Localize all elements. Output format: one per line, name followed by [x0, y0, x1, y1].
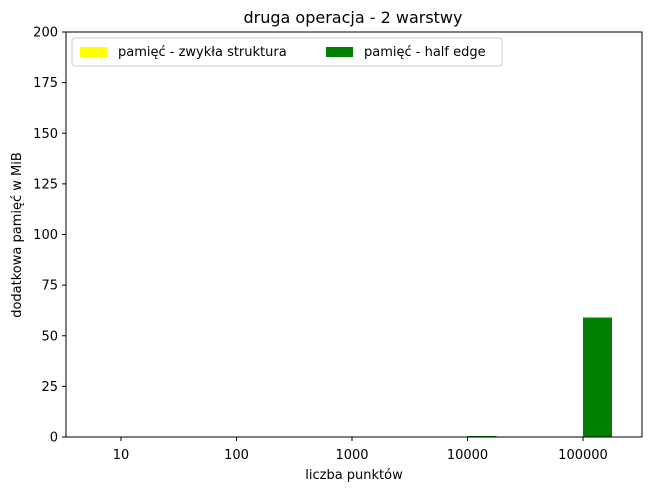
- x-tick-label: 100000: [558, 448, 608, 463]
- legend-box: [71, 37, 503, 67]
- x-tick-label: 1000: [335, 448, 368, 463]
- legend-swatch: [326, 47, 353, 57]
- y-axis: 0 25 50 75 100 125 150 175 200: [33, 26, 66, 446]
- y-tick-label: 125: [33, 177, 58, 192]
- x-axis-label: liczba punktów: [305, 468, 403, 483]
- x-tick-label: 10: [113, 448, 130, 463]
- y-tick-label: 100: [33, 228, 58, 243]
- y-tick-label: 25: [41, 380, 58, 395]
- legend-label: pamięć - half edge: [364, 45, 486, 60]
- chart-title: druga operacja - 2 warstwy: [244, 8, 463, 27]
- legend-label: pamięć - zwykła struktura: [118, 45, 287, 60]
- x-tick-label: 10000: [447, 448, 488, 463]
- y-tick-label: 200: [33, 26, 58, 41]
- y-tick-label: 75: [41, 279, 58, 294]
- y-tick-label: 0: [50, 431, 58, 446]
- bars-group: [467, 317, 612, 437]
- y-axis-label: dodatkowa pamięć w MiB: [10, 152, 25, 318]
- plot-frame: [65, 31, 643, 438]
- legend-swatch: [80, 47, 107, 57]
- y-tick-label: 50: [41, 329, 58, 344]
- bar-2-100000: [583, 317, 612, 437]
- bar-2-10000: [467, 435, 497, 437]
- y-tick-label: 175: [33, 76, 58, 91]
- x-tick-label: 100: [224, 448, 249, 463]
- x-axis: 10 100 1000 10000 100000: [113, 437, 608, 463]
- legend: pamięć - zwykła struktura pamięć - half e…: [71, 37, 503, 67]
- y-tick-label: 150: [33, 127, 58, 142]
